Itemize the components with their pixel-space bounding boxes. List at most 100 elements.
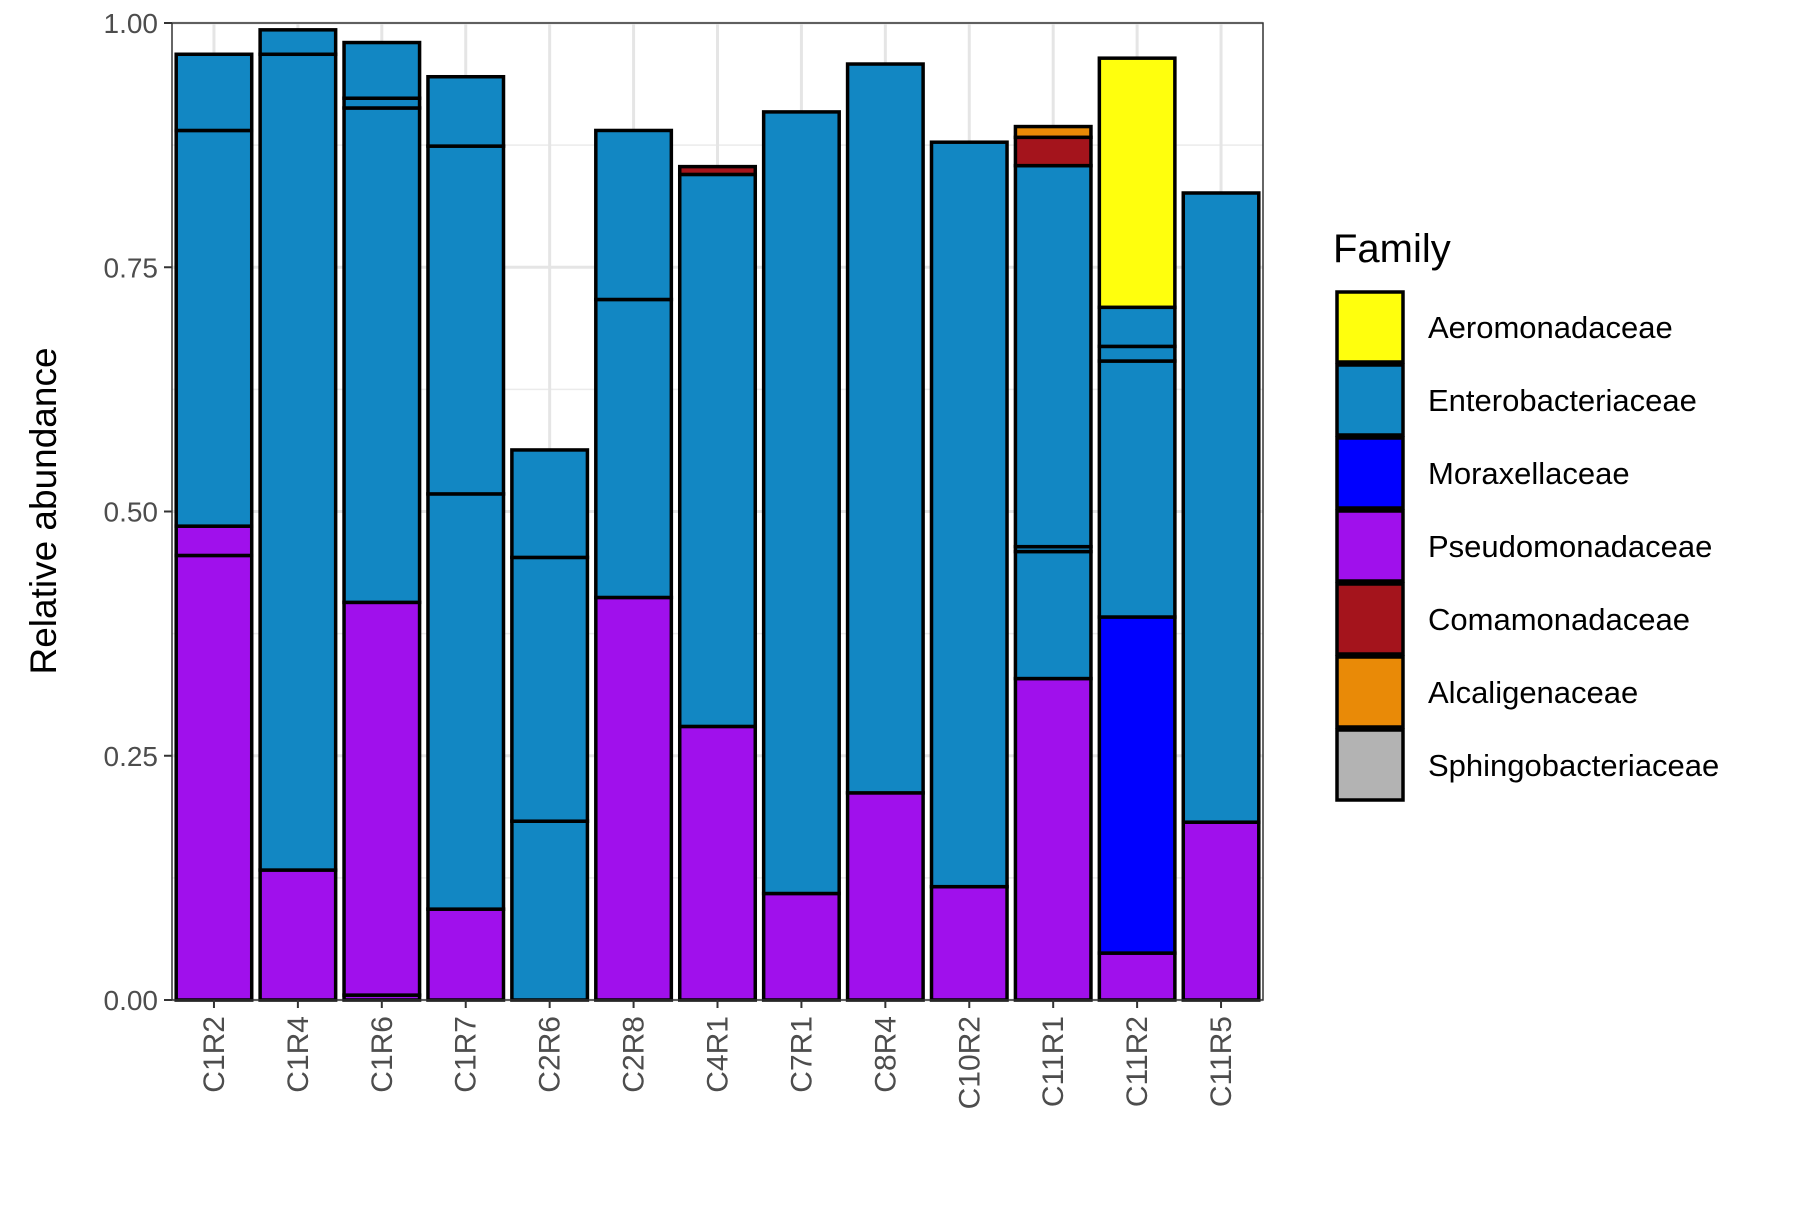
- bar-segment: [426, 907, 506, 1002]
- legend-item: Alcaligenaceae: [1335, 655, 1638, 729]
- bar-segment: [510, 448, 590, 560]
- bar-segment: [258, 52, 338, 872]
- bar-segment: [174, 128, 254, 528]
- legend-key: [1335, 290, 1405, 364]
- bar-segment: [929, 884, 1009, 1002]
- y-axis-title: Relative abundance: [23, 347, 64, 674]
- legend-key: [1335, 728, 1405, 802]
- bar-C2R6: [510, 448, 590, 1002]
- x-tick-label: C2R8: [618, 1016, 651, 1093]
- x-tick-label: C4R1: [702, 1016, 735, 1093]
- bar-segment: [1013, 549, 1093, 681]
- legend-label: Moraxellaceae: [1428, 456, 1630, 491]
- bar-segment: [342, 106, 422, 605]
- bar-segment: [1013, 676, 1093, 1002]
- bar-segment: [510, 555, 590, 823]
- bar-segment: [929, 140, 1009, 889]
- legend-key: [1335, 363, 1405, 437]
- bar-segment: [677, 724, 758, 1002]
- bar-segment: [1097, 615, 1177, 955]
- bar-segment: [258, 868, 338, 1002]
- bar-segment: [1181, 191, 1261, 824]
- bar-segment: [1097, 951, 1177, 1002]
- legend-item: Aeromonadaceae: [1335, 290, 1673, 364]
- bar-segment: [1013, 163, 1093, 549]
- bar-C7R1: [761, 110, 841, 1002]
- legend-label: Alcaligenaceae: [1428, 675, 1638, 710]
- bar-segment: [1097, 359, 1177, 619]
- legend-label: Sphingobacteriaceae: [1428, 748, 1719, 783]
- bar-segment: [1013, 135, 1093, 168]
- bar-segment: [594, 297, 674, 600]
- bar-segment: [426, 74, 506, 148]
- bars: [174, 28, 1261, 1002]
- x-tick-label: C1R7: [450, 1016, 483, 1093]
- bar-segment: [174, 52, 254, 133]
- legend-title: Family: [1333, 227, 1451, 271]
- legend-item: Sphingobacteriaceae: [1335, 728, 1719, 802]
- bar-segment: [342, 600, 422, 997]
- x-tick-label: C2R6: [534, 1016, 567, 1093]
- bar-C8R4: [845, 62, 925, 1002]
- bar-C2R8: [594, 128, 674, 1002]
- bar-segment: [761, 110, 841, 896]
- bar-segment: [426, 144, 506, 496]
- bar-segment: [1097, 305, 1177, 349]
- bar-segment: [761, 891, 841, 1002]
- x-tick-label: C8R4: [869, 1016, 902, 1093]
- legend-label: Aeromonadaceae: [1428, 310, 1673, 345]
- y-tick-label: 0.50: [104, 497, 159, 528]
- bar-segment: [1097, 344, 1177, 363]
- x-tick-label: C11R1: [1037, 1016, 1070, 1107]
- bar-segment: [258, 28, 338, 57]
- bar-segment: [426, 492, 506, 911]
- bar-C1R7: [426, 74, 506, 1002]
- bar-C11R5: [1181, 191, 1261, 1002]
- bar-C10R2: [929, 140, 1009, 1002]
- legend-key: [1335, 655, 1405, 729]
- legend-label: Pseudomonadaceae: [1428, 529, 1712, 564]
- x-tick-label: C1R4: [282, 1016, 315, 1093]
- y-tick-label: 1.00: [104, 8, 159, 39]
- legend-key: [1335, 582, 1405, 656]
- bar-segment: [594, 595, 674, 1002]
- x-tick-label: C1R6: [366, 1016, 399, 1093]
- bar-C11R2: [1097, 56, 1177, 1002]
- bar-segment: [594, 128, 674, 302]
- bar-segment: [677, 172, 758, 729]
- x-tick-label: C7R1: [785, 1016, 818, 1093]
- legend-item: Moraxellaceae: [1335, 436, 1630, 510]
- bar-segment: [174, 524, 254, 558]
- bar-C4R1: [677, 164, 758, 1002]
- bar-segment: [174, 553, 254, 1002]
- legend-item: Pseudomonadaceae: [1335, 509, 1712, 583]
- bar-segment: [1097, 56, 1177, 310]
- bar-segment: [342, 40, 422, 100]
- bar-C1R4: [258, 28, 338, 1002]
- legend-item: Enterobacteriaceae: [1335, 363, 1697, 437]
- legend-key: [1335, 509, 1405, 583]
- axes: 0.00 0.25 0.50 0.75 1.00 C1R2 C1R4 C1R6 C1R7 C2R6…: [104, 8, 1239, 1109]
- y-tick-label: 0.00: [104, 985, 159, 1016]
- legend-label: Enterobacteriaceae: [1428, 383, 1697, 418]
- bar-segment: [510, 819, 590, 1002]
- bar-C1R2: [174, 52, 254, 1002]
- bar-segment: [845, 62, 925, 795]
- bar-segment: [845, 791, 925, 1002]
- y-tick-label: 0.25: [104, 741, 159, 772]
- legend: Family Aeromonadaceae Enterobacteriaceae M…: [1333, 227, 1719, 802]
- legend-item: Comamonadaceae: [1335, 582, 1690, 656]
- x-tick-label: C10R2: [953, 1016, 986, 1109]
- x-tick-label: C11R2: [1121, 1016, 1154, 1107]
- x-tick-label: C11R5: [1205, 1016, 1238, 1107]
- bar-segment: [1013, 124, 1093, 140]
- bar-segment: [1181, 820, 1261, 1002]
- bar-C11R1: [1013, 124, 1093, 1002]
- bar-segment: [677, 164, 758, 177]
- bar-C1R6: [342, 40, 422, 1002]
- x-tick-label: C1R2: [198, 1016, 231, 1093]
- legend-label: Comamonadaceae: [1428, 602, 1690, 637]
- legend-key: [1335, 436, 1405, 510]
